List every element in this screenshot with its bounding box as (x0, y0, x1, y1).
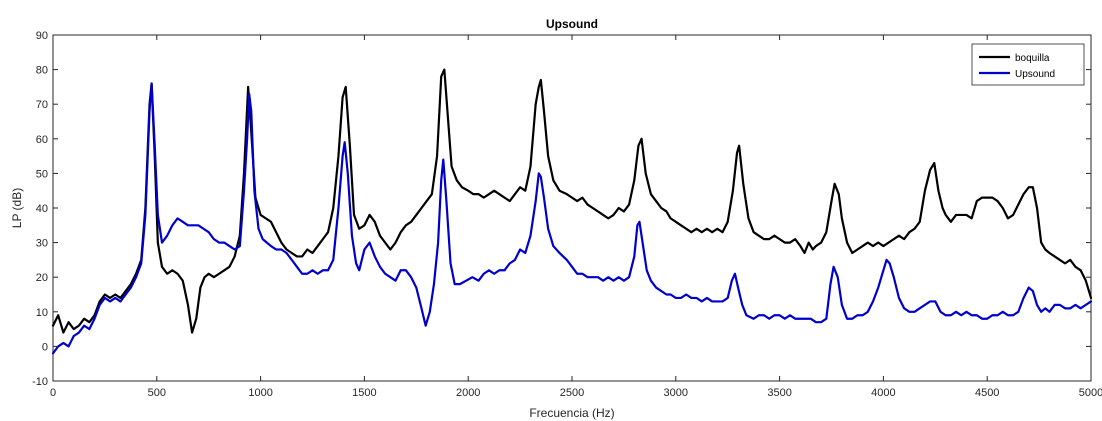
legend: boquilla Upsound (971, 43, 1085, 86)
x-tick-label: 3000 (664, 387, 688, 399)
x-tick-label: 3500 (767, 387, 791, 399)
y-tick-label: 50 (36, 168, 48, 180)
x-tick-label: 2000 (456, 387, 480, 399)
chart-title: Upsound (546, 17, 598, 31)
x-tick-label: 0 (50, 387, 56, 399)
y-tick-label: 30 (36, 238, 48, 250)
x-tick-label: 4500 (975, 387, 999, 399)
x-tick-label: 4000 (871, 387, 895, 399)
x-tick-label: 1500 (352, 387, 376, 399)
y-axis-label: LP (dB) (10, 188, 24, 228)
legend-box (971, 43, 1085, 86)
x-axis-label: Frecuencia (Hz) (529, 406, 614, 420)
y-tick-label: -10 (32, 376, 48, 388)
series-layer (51, 68, 1093, 355)
x-tick-label: 5000 (1079, 387, 1102, 399)
x-tick-label: 1000 (248, 387, 272, 399)
legend-label-boquilla: boquilla (1015, 53, 1050, 64)
series-line-upsound (51, 82, 1093, 355)
x-axis-ticks: 0 500 1000 1500 2000 2500 3000 3500 4000 4500 5000 (50, 35, 1102, 399)
x-tick-label: 2500 (560, 387, 584, 399)
y-tick-label: 10 (36, 307, 48, 319)
y-tick-label: 70 (36, 99, 48, 111)
y-tick-label: 90 (36, 30, 48, 42)
series-line-boquilla (51, 68, 1093, 334)
y-tick-label: 80 (36, 65, 48, 77)
y-tick-label: 60 (36, 134, 48, 146)
y-tick-label: 0 (42, 341, 48, 353)
y-tick-label: 20 (36, 272, 48, 284)
legend-label-upsound: Upsound (1015, 69, 1055, 80)
plot-area (52, 34, 1092, 382)
y-axis-ticks: -10 0 10 20 30 40 50 60 70 80 90 (32, 30, 1091, 388)
y-tick-label: 40 (36, 203, 48, 215)
x-tick-label: 500 (148, 387, 166, 399)
